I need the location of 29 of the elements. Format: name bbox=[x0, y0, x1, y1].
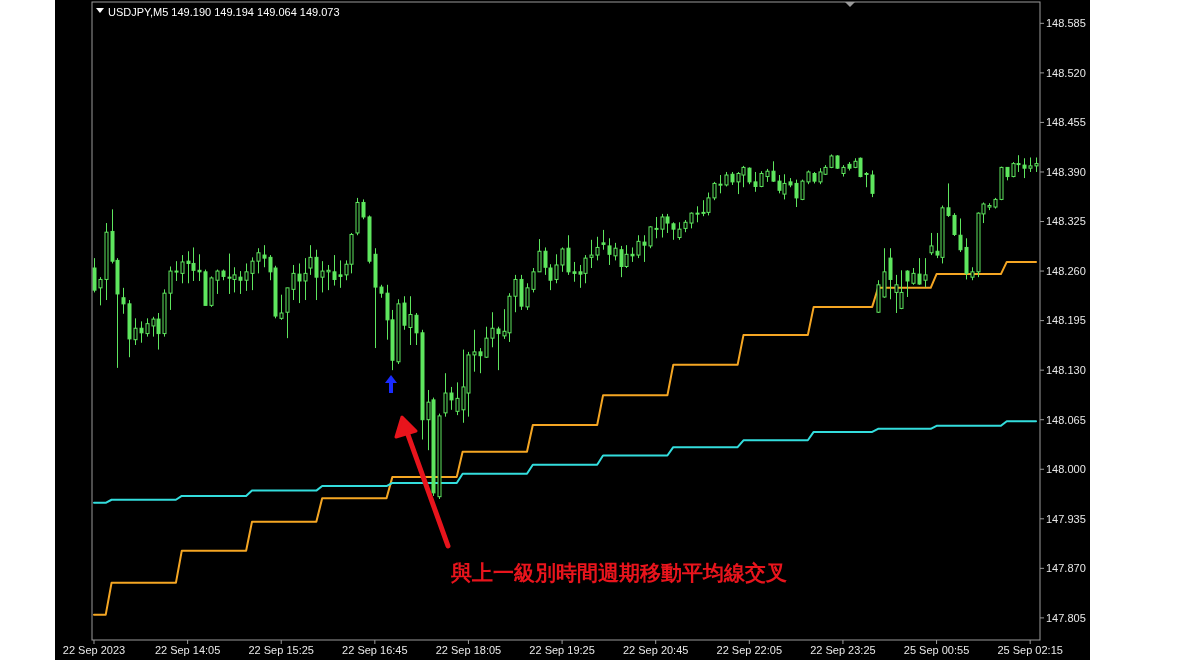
candlestick bbox=[601, 229, 606, 251]
x-tick-label: 22 Sep 22:05 bbox=[716, 644, 783, 656]
y-tick-label: 148.130 bbox=[1046, 364, 1086, 377]
y-tick-label: 148.585 bbox=[1046, 17, 1086, 30]
y-tick-label: 148.195 bbox=[1046, 314, 1086, 327]
x-tick-label: 25 Sep 02:15 bbox=[997, 644, 1063, 656]
line-series bbox=[92, 420, 1038, 504]
x-tick-label: 22 Sep 19:25 bbox=[529, 644, 595, 656]
y-tick-label: 148.520 bbox=[1046, 66, 1086, 79]
x-tick-label: 22 Sep 14:05 bbox=[154, 644, 221, 656]
y-tick-label: 148.065 bbox=[1046, 413, 1086, 426]
y-tick-label: 147.935 bbox=[1046, 512, 1086, 525]
line-series bbox=[92, 260, 1038, 616]
x-tick-label: 25 Sep 00:55 bbox=[903, 644, 970, 656]
annotation: 與上一級別時間週期移動平均線交叉 bbox=[450, 561, 787, 585]
x-tick-label: 22 Sep 2023 bbox=[62, 644, 126, 656]
chart-title: USDJPY,M5 149.190 149.194 149.064 149.073 bbox=[108, 6, 340, 18]
y-tick-label: 148.000 bbox=[1046, 463, 1086, 476]
y-tick-label: 148.260 bbox=[1046, 264, 1086, 277]
y-tick-label: 148.455 bbox=[1046, 116, 1086, 129]
y-tick-label: 147.805 bbox=[1046, 611, 1086, 624]
x-tick-label: 22 Sep 20:45 bbox=[622, 644, 689, 656]
y-tick-label: 147.870 bbox=[1046, 562, 1086, 575]
x-tick-label: 22 Sep 15:25 bbox=[248, 644, 314, 656]
x-tick-label: 22 Sep 23:25 bbox=[810, 644, 876, 656]
y-tick-label: 148.325 bbox=[1046, 215, 1086, 228]
x-tick-label: 22 Sep 16:45 bbox=[342, 644, 408, 656]
x-tick-label: 22 Sep 18:05 bbox=[435, 644, 502, 656]
y-tick-label: 148.390 bbox=[1046, 165, 1086, 178]
